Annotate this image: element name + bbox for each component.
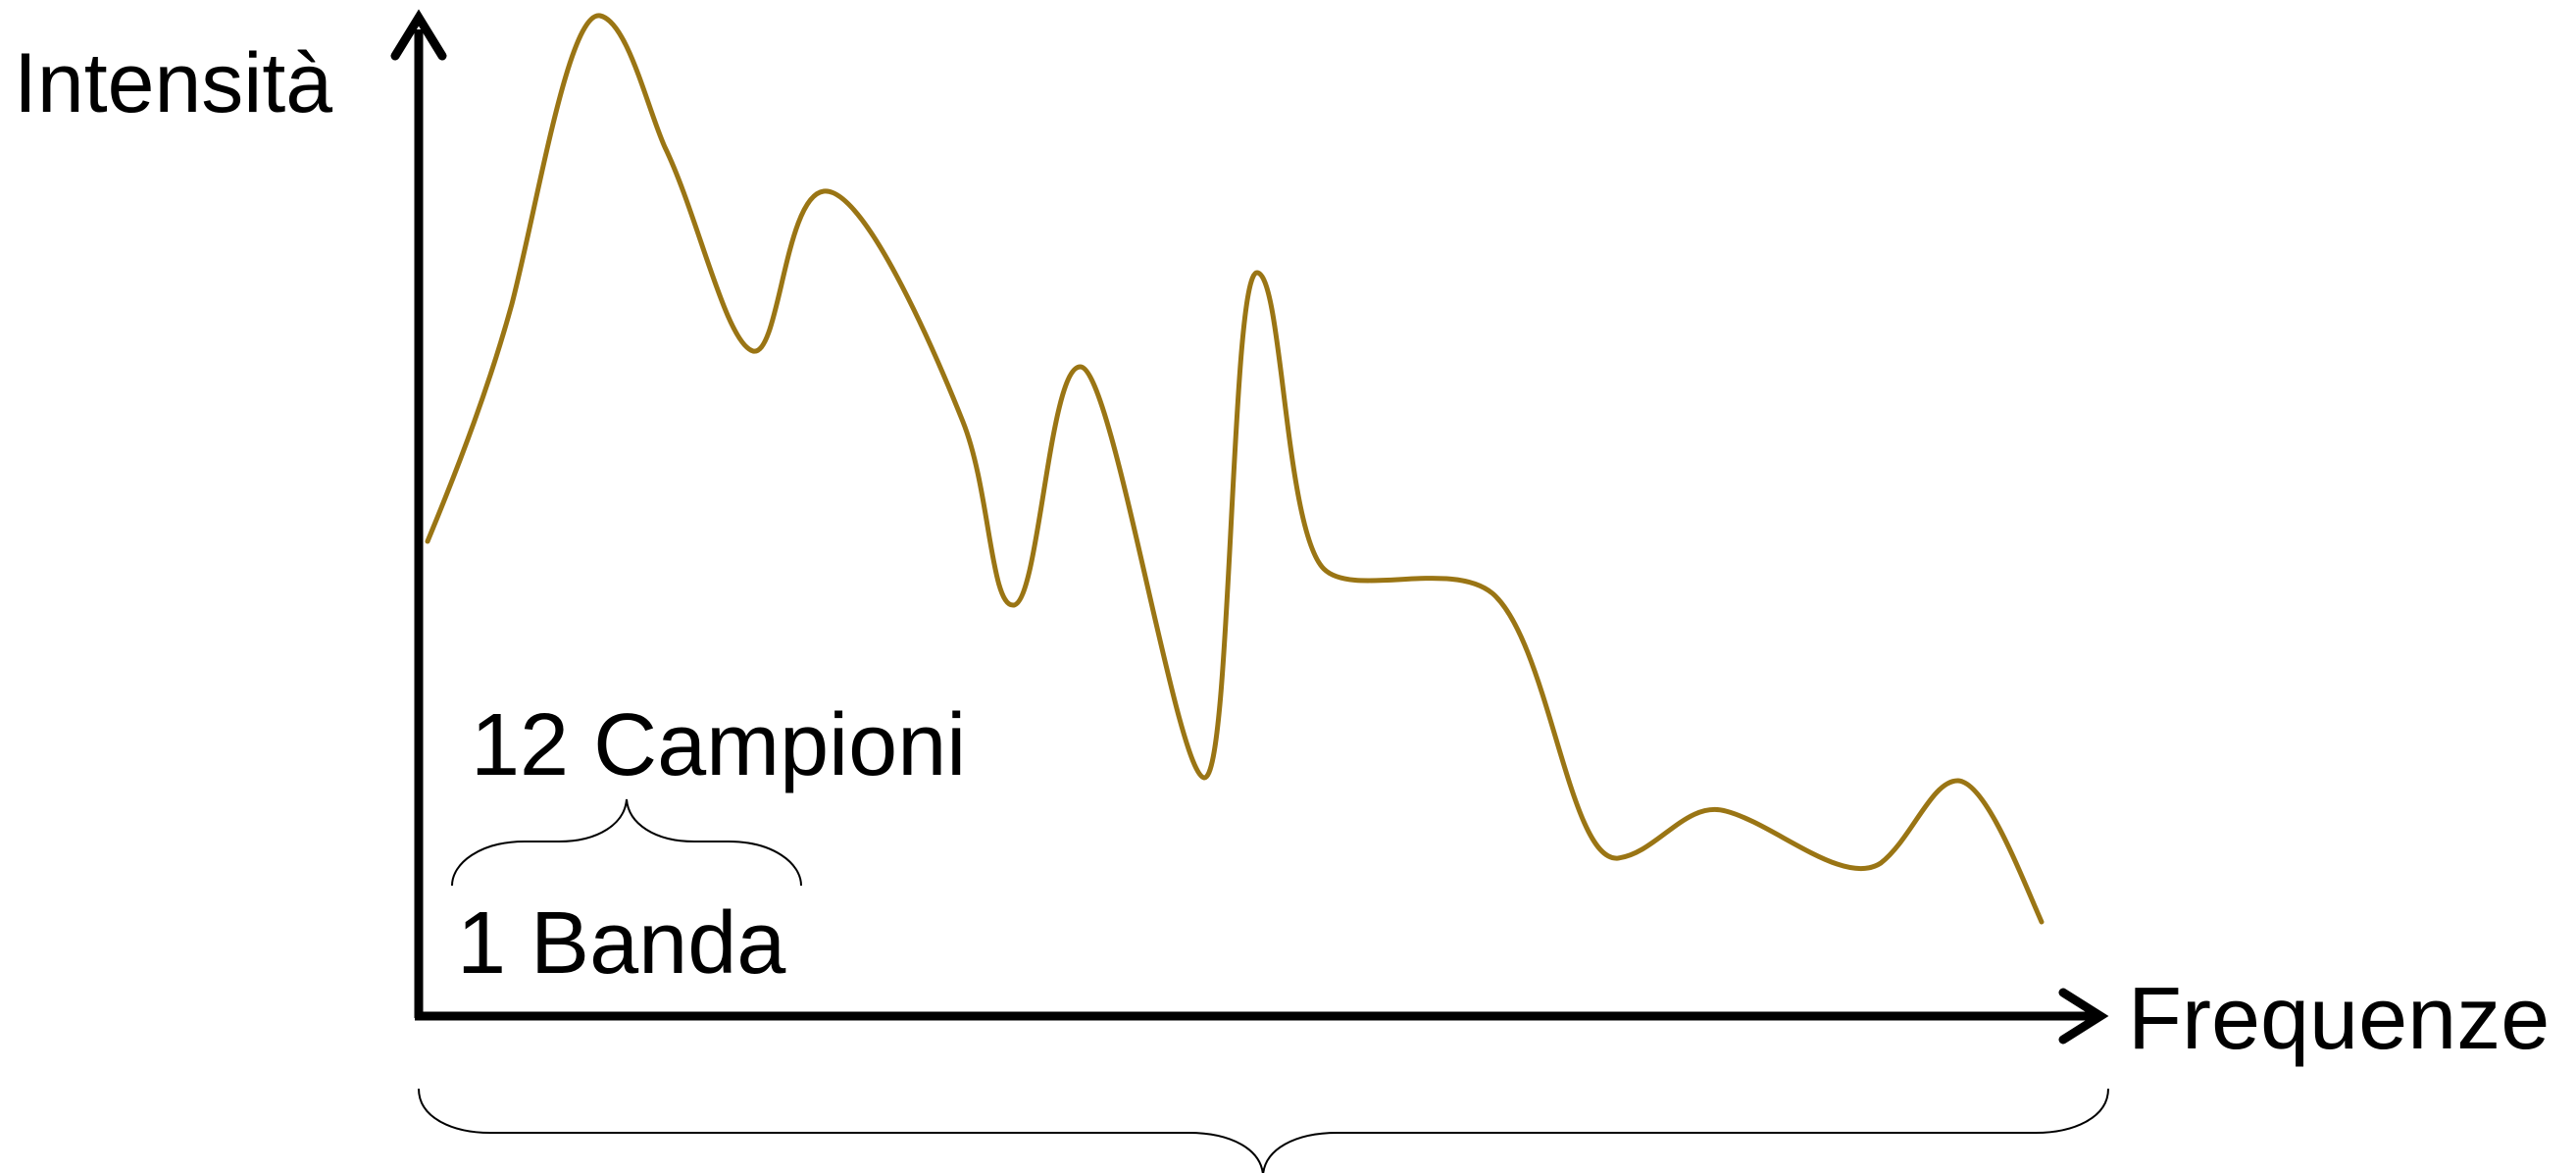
x-axis-label: Frequenze [2128, 970, 2551, 1068]
arrow-right-icon [2058, 988, 2109, 1045]
samples-label: 12 Campioni [471, 696, 967, 794]
arrow-up-icon [390, 9, 447, 61]
y-axis-label: Intensità [14, 36, 333, 130]
band-label: 1 Banda [457, 894, 786, 993]
spectrum-curve [425, 13, 2045, 925]
samples-brace [451, 798, 802, 887]
range-brace [418, 1088, 2109, 1173]
